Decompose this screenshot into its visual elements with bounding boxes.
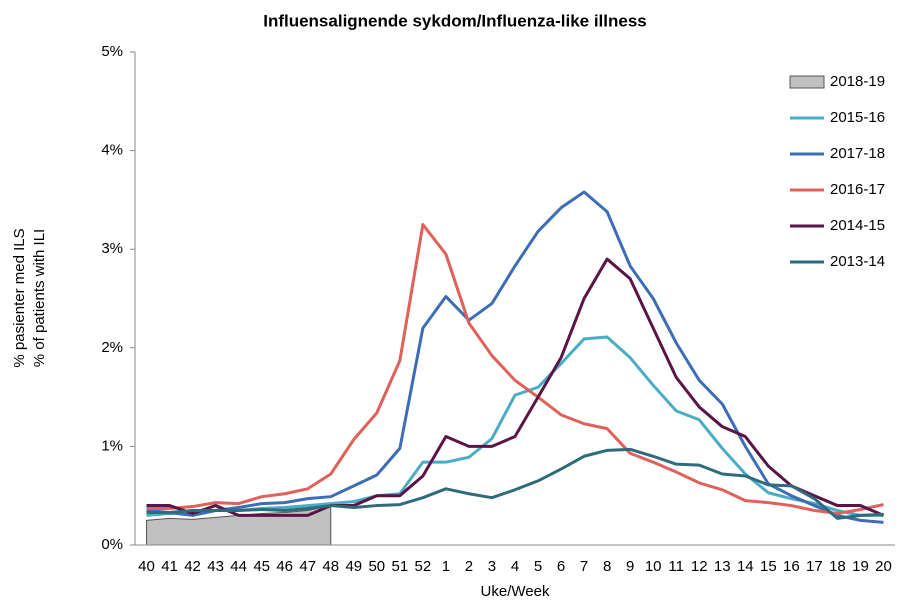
x-tick-label: 16 <box>783 558 800 575</box>
line <box>146 447 884 520</box>
x-tick-label: 17 <box>806 558 823 575</box>
legend-label: 2014-15 <box>830 217 885 234</box>
x-tick-label: 8 <box>603 558 611 575</box>
legend-label: 2015-16 <box>830 109 885 126</box>
x-axis-label: Uke/Week <box>481 583 550 600</box>
x-tick-label: 10 <box>645 558 662 575</box>
line <box>146 223 884 515</box>
y-axis-label: % of patients with ILI <box>31 229 48 367</box>
y-tick-label: 4% <box>101 142 123 159</box>
x-tick-label: 42 <box>184 558 201 575</box>
x-tick-label: 47 <box>299 558 316 575</box>
line <box>146 257 885 517</box>
x-tick-label: 49 <box>345 558 362 575</box>
x-tick-label: 7 <box>580 558 588 575</box>
y-tick-label: 5% <box>101 43 123 60</box>
x-tick-label: 12 <box>691 558 708 575</box>
y-tick-label: 3% <box>101 240 123 257</box>
line <box>146 190 884 524</box>
x-tick-label: 20 <box>875 558 892 575</box>
x-tick-label: 15 <box>760 558 777 575</box>
x-tick-label: 1 <box>442 558 450 575</box>
x-tick-label: 5 <box>534 558 542 575</box>
x-tick-label: 6 <box>557 558 565 575</box>
x-tick-label: 2 <box>465 558 473 575</box>
x-tick-label: 9 <box>626 558 634 575</box>
legend-swatch <box>789 75 825 89</box>
x-tick-label: 48 <box>322 558 339 575</box>
x-tick-label: 18 <box>829 558 846 575</box>
y-tick-label: 1% <box>101 437 123 454</box>
line <box>146 335 884 517</box>
y-axis-label: % pasienter med ILS <box>11 228 28 367</box>
x-tick-label: 41 <box>161 558 178 575</box>
x-tick-label: 50 <box>368 558 385 575</box>
x-tick-label: 51 <box>392 558 409 575</box>
x-tick-label: 44 <box>230 558 247 575</box>
x-tick-label: 3 <box>488 558 496 575</box>
x-tick-label: 40 <box>138 558 155 575</box>
x-tick-label: 11 <box>668 558 684 575</box>
y-tick-label: 2% <box>101 339 123 356</box>
x-tick-label: 52 <box>415 558 432 575</box>
chart-title: Influensalignende sykdom/Influenza-like … <box>263 11 647 30</box>
legend-label: 2016-17 <box>830 181 885 198</box>
x-tick-label: 19 <box>852 558 869 575</box>
legend-label: 2013-14 <box>830 253 885 270</box>
x-tick-label: 14 <box>737 558 754 575</box>
x-tick-label: 43 <box>207 558 224 575</box>
y-tick-label: 0% <box>101 536 123 553</box>
legend-label: 2017-18 <box>830 145 885 162</box>
x-tick-label: 13 <box>714 558 731 575</box>
x-tick-label: 45 <box>253 558 270 575</box>
x-tick-label: 46 <box>276 558 293 575</box>
legend-label: 2018-19 <box>830 73 885 90</box>
x-tick-label: 4 <box>511 558 519 575</box>
